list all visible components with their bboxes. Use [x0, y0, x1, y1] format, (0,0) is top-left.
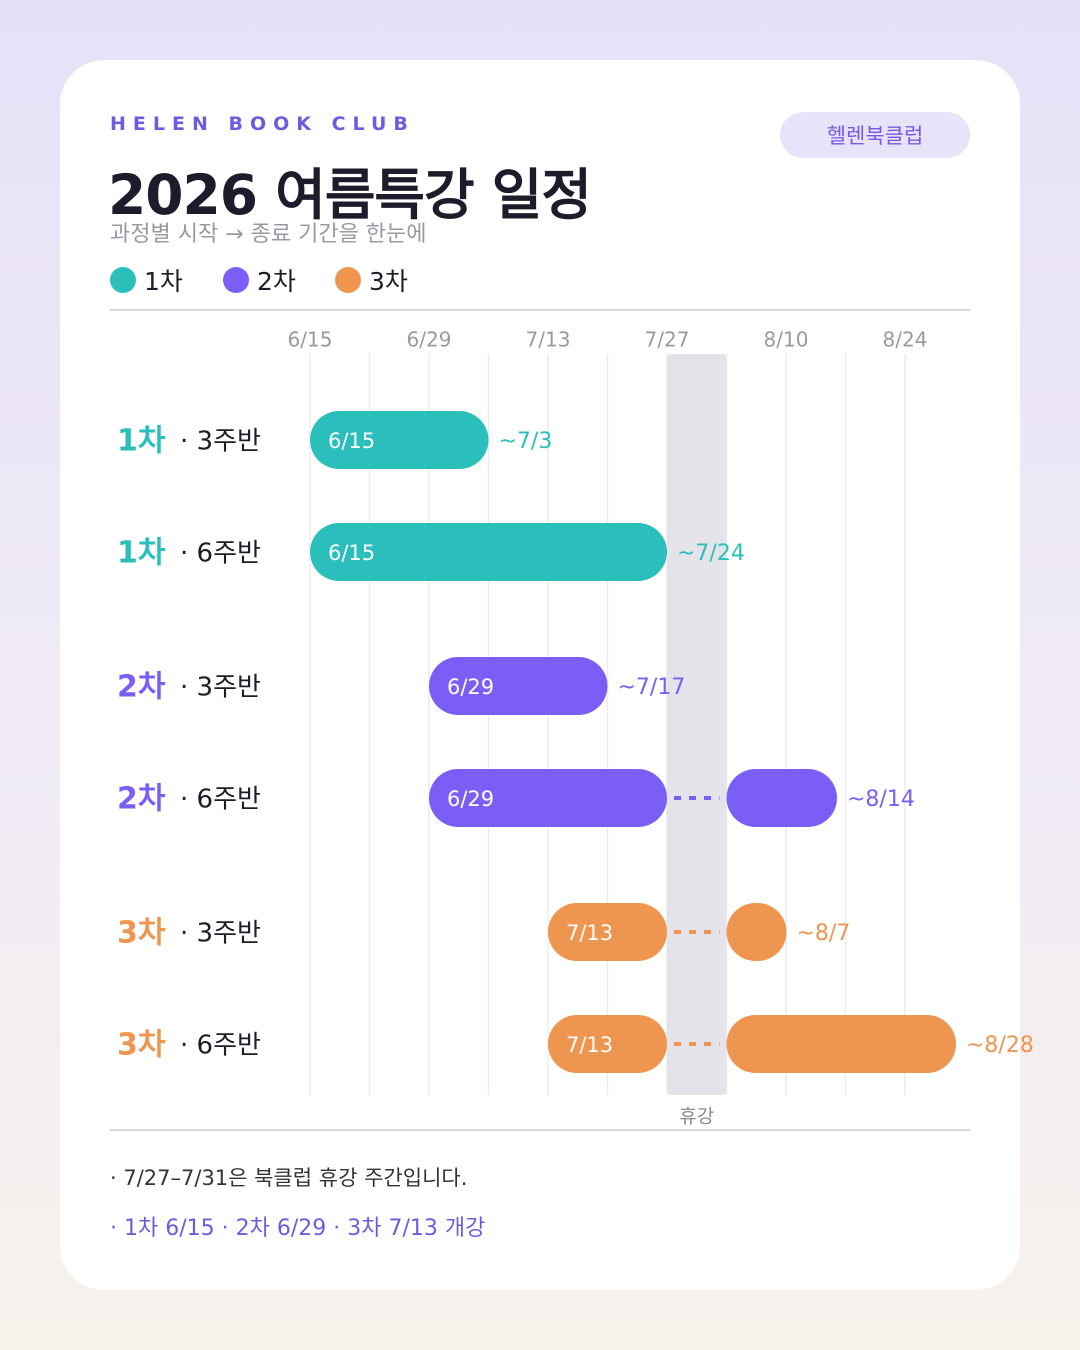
legend-label: 3차 — [369, 267, 408, 296]
legend-item-2: 2차 — [223, 262, 296, 298]
row-group-label: 1차 — [117, 536, 166, 571]
row-course-label: · 6주반 — [180, 1031, 261, 1061]
bar-segment — [429, 657, 608, 715]
bar-segment — [429, 769, 667, 827]
x-tick-label: 7/27 — [645, 328, 690, 352]
legend-item-3: 3차 — [335, 262, 408, 298]
page-title: 2026 여름특강 일정 — [108, 163, 592, 227]
break-label: 휴강 — [679, 1106, 714, 1128]
row-course-label: · 3주반 — [180, 427, 261, 457]
bar-start-label: 6/29 — [447, 787, 494, 811]
legend-dot-icon — [335, 267, 361, 293]
bottom-divider — [110, 1129, 970, 1131]
legend-item-1: 1차 — [110, 262, 183, 298]
bar-segment — [310, 523, 667, 581]
bar-end-label: ~8/14 — [847, 787, 915, 812]
note-start-dates: · 1차 6/15 · 2차 6/29 · 3차 7/13 개강 — [110, 1216, 486, 1241]
legend-label: 2차 — [257, 267, 296, 296]
row-course-label: · 6주반 — [180, 785, 261, 815]
bar-segment — [548, 903, 667, 961]
bar-end-label: ~8/28 — [966, 1033, 1034, 1058]
legend-label: 1차 — [144, 267, 183, 296]
row-group-label: 2차 — [117, 782, 166, 817]
top-divider — [110, 309, 970, 311]
bar-segment — [310, 411, 489, 469]
bar-end-label: ~7/24 — [677, 541, 745, 566]
legend-dot-icon — [223, 267, 249, 293]
row-course-label: · 3주반 — [180, 673, 261, 703]
bar-segment — [726, 903, 787, 961]
row-course-label: · 3주반 — [180, 919, 261, 949]
bar-start-label: 6/15 — [328, 541, 375, 565]
bar-end-label: ~7/17 — [618, 675, 686, 700]
bar-end-label: ~7/3 — [499, 429, 553, 454]
bar-segment — [548, 1015, 667, 1073]
page-subtitle: 과정별 시작 → 종료 기간을 한눈에 — [110, 222, 427, 247]
legend-dot-icon — [110, 267, 136, 293]
bar-start-label: 6/15 — [328, 429, 375, 453]
x-tick-label: 7/13 — [526, 328, 571, 352]
bar-start-label: 7/13 — [566, 921, 613, 945]
x-tick-label: 6/15 — [288, 328, 333, 352]
bar-start-label: 6/29 — [447, 675, 494, 699]
brand-label: HELEN BOOK CLUB — [110, 113, 415, 135]
break-band — [667, 354, 727, 1095]
row-group-label: 3차 — [117, 1028, 166, 1063]
brand-badge: 헬렌북클럽 — [780, 112, 970, 158]
row-group-label: 2차 — [117, 670, 166, 705]
bar-segment — [726, 1015, 956, 1073]
x-tick-label: 8/24 — [883, 328, 928, 352]
bar-start-label: 7/13 — [566, 1033, 613, 1057]
x-tick-label: 6/29 — [407, 328, 452, 352]
note-break: · 7/27–7/31은 북클럽 휴강 주간입니다. — [110, 1166, 468, 1190]
row-group-label: 1차 — [117, 424, 166, 459]
row-group-label: 3차 — [117, 916, 166, 951]
bar-end-label: ~8/7 — [797, 921, 851, 946]
x-tick-label: 8/10 — [764, 328, 809, 352]
row-course-label: · 6주반 — [180, 539, 261, 569]
bar-segment — [726, 769, 837, 827]
